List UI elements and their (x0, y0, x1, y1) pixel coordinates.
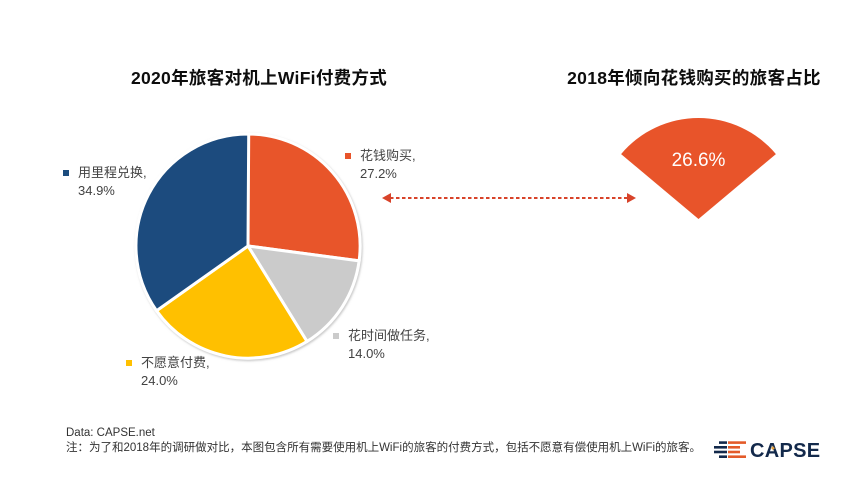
svg-text:✦: ✦ (770, 445, 776, 453)
svg-text:CAPSE: CAPSE (750, 440, 820, 462)
